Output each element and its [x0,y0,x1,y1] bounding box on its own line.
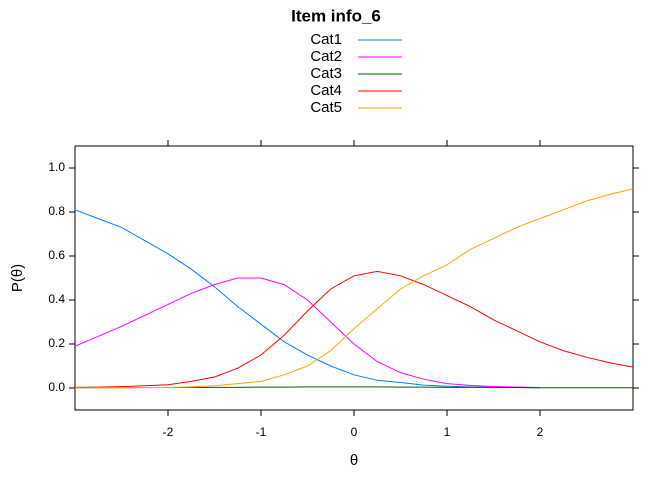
y-tick-label: 1.0 [48,160,65,174]
series-line [74,277,541,389]
y-axis-label: P(θ) [9,264,26,292]
chart-title: Item info_6 [291,6,381,25]
series-line [74,209,541,389]
x-tick-label: 2 [537,425,544,439]
x-tick-label: -2 [163,425,174,439]
x-tick-label: -1 [256,425,267,439]
x-tick-label: 1 [444,425,451,439]
legend-label: Cat2 [310,48,342,65]
panel [74,145,634,411]
y-tick-label: 0.6 [48,248,65,262]
x-axis-label: θ [350,452,358,469]
x-tick-label: 0 [351,425,358,439]
y-tick-label: 0.2 [48,336,65,350]
y-tick-label: 0.4 [48,292,65,306]
legend-label: Cat1 [310,31,342,48]
legend-label: Cat3 [310,65,342,82]
series-line [74,270,634,388]
series-line [74,188,634,389]
legend-label: Cat5 [310,99,342,116]
legend-label: Cat4 [310,82,342,99]
y-tick-label: 0.8 [48,204,65,218]
y-tick-label: 0.0 [48,380,65,394]
